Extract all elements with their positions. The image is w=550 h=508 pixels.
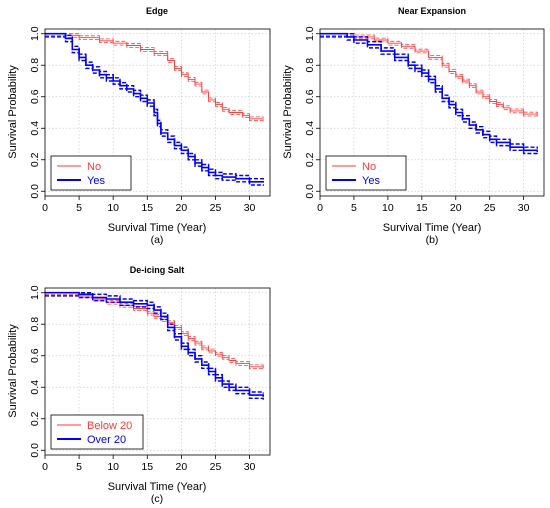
x-tick-label: 10 <box>107 461 119 473</box>
legend-label: Yes <box>362 175 380 187</box>
legend-label: No <box>87 161 101 173</box>
y-tick-label: 0.0 <box>29 443 41 458</box>
chart-panel-edge: Edge Survival Probability Survival Time … <box>7 6 271 246</box>
legend-box <box>325 155 407 191</box>
y-axis-label: Survival Probability <box>7 324 19 418</box>
chart-title: Near Expansion <box>398 6 466 16</box>
x-tick-label: 20 <box>176 461 188 473</box>
x-axis-label: Survival Time (Year) <box>108 481 207 493</box>
y-tick-label: 0.4 <box>29 121 41 136</box>
plot-frame <box>44 287 271 456</box>
y-tick-label: 1.0 <box>29 285 41 300</box>
legend-box <box>50 414 144 450</box>
y-tick-label: 0.8 <box>29 317 41 332</box>
y-axis-label: Survival Probability <box>282 65 294 159</box>
series-line <box>45 33 264 120</box>
y-tick-label: 0.6 <box>29 348 41 363</box>
x-tick-label: 25 <box>210 202 222 214</box>
x-tick-label: 15 <box>416 202 428 214</box>
plot-frame <box>44 28 271 197</box>
plot-frame <box>319 28 545 197</box>
x-axis-label: Survival Time (Year) <box>108 222 207 234</box>
x-axis-label: Survival Time (Year) <box>383 222 482 234</box>
series-line <box>320 33 538 116</box>
legend-label: Yes <box>87 175 105 187</box>
y-tick-label: 0.2 <box>29 411 41 426</box>
x-tick-label: 5 <box>76 202 82 214</box>
x-tick-label: 20 <box>176 202 188 214</box>
series-ci-lower <box>45 294 264 371</box>
x-tick-label: 0 <box>317 202 323 214</box>
x-tick-label: 25 <box>484 202 496 214</box>
y-tick-label: 0.6 <box>304 89 316 104</box>
chart-panel-near-expansion: Near Expansion Survival Probability Surv… <box>282 6 545 246</box>
legend-label: Over 20 <box>87 434 126 446</box>
y-tick-label: 1.0 <box>29 26 41 41</box>
x-tick-label: 30 <box>244 202 256 214</box>
panel-caption: (c) <box>151 493 163 505</box>
x-tick-label: 5 <box>76 461 82 473</box>
series-line <box>45 32 264 183</box>
x-tick-label: 10 <box>382 202 394 214</box>
series-line <box>320 32 538 152</box>
series-ci-lower <box>45 295 264 400</box>
x-tick-label: 0 <box>42 461 48 473</box>
x-tick-label: 30 <box>518 202 530 214</box>
y-tick-label: 0.4 <box>304 121 316 136</box>
x-tick-label: 25 <box>210 461 222 473</box>
y-tick-label: 0.8 <box>304 58 316 73</box>
x-tick-label: 5 <box>351 202 357 214</box>
legend-label: No <box>362 161 376 173</box>
y-tick-label: 0.8 <box>29 58 41 73</box>
y-tick-label: 0.6 <box>29 89 41 104</box>
x-tick-label: 10 <box>107 202 119 214</box>
chart-title: De-icing Salt <box>130 265 185 275</box>
series-ci-upper <box>45 292 264 367</box>
y-tick-label: 1.0 <box>304 26 316 41</box>
y-axis-label: Survival Probability <box>7 65 19 159</box>
series-ci-upper <box>45 291 264 394</box>
x-tick-label: 15 <box>141 202 153 214</box>
series-line <box>45 291 264 397</box>
x-tick-label: 20 <box>450 202 462 214</box>
chart-title: Edge <box>146 6 168 16</box>
y-tick-label: 0.2 <box>29 152 41 167</box>
y-tick-label: 0.4 <box>29 380 41 395</box>
legend-label: Below 20 <box>87 420 132 432</box>
x-tick-label: 30 <box>244 461 256 473</box>
chart-panel-de-icing-salt: De-icing Salt Survival Probability Survi… <box>7 265 271 505</box>
panel-caption: (b) <box>426 234 439 246</box>
y-tick-label: 0.2 <box>304 152 316 167</box>
legend-box <box>50 155 132 191</box>
panel-caption: (a) <box>151 234 164 246</box>
x-tick-label: 15 <box>141 461 153 473</box>
x-tick-label: 0 <box>42 202 48 214</box>
y-tick-label: 0.0 <box>29 184 41 199</box>
y-tick-label: 0.0 <box>304 184 316 199</box>
